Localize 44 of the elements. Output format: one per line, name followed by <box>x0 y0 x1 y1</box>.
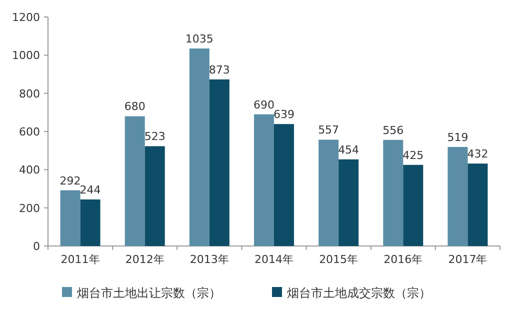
y-tick-label: 800 <box>19 87 40 100</box>
data-label: 244 <box>80 183 101 196</box>
data-label: 639 <box>274 108 294 122</box>
bar <box>80 199 100 246</box>
data-label: 432 <box>467 148 488 161</box>
data-label: 454 <box>338 143 360 156</box>
bar <box>209 79 230 246</box>
data-label: 556 <box>382 124 404 137</box>
x-tick-label: 2017年 <box>448 253 488 266</box>
y-tick-label: 0 <box>33 240 40 253</box>
x-tick-label: 2014年 <box>254 253 294 266</box>
x-tick-label: 2015年 <box>319 253 358 266</box>
data-label: 519 <box>447 130 468 144</box>
bar <box>144 146 165 246</box>
data-label: 523 <box>144 130 166 144</box>
bar <box>189 48 210 246</box>
bar <box>468 164 488 246</box>
x-tick-label: 2013年 <box>190 253 229 266</box>
bar <box>383 140 404 246</box>
x-tick-label: 2016年 <box>384 253 423 266</box>
bar <box>60 190 80 246</box>
data-label: 1035 <box>185 32 214 46</box>
y-tick-label: 1200 <box>12 11 40 24</box>
bar <box>338 159 359 246</box>
y-tick-label: 200 <box>19 202 40 215</box>
x-tick-label: 2011年 <box>60 253 100 266</box>
data-label: 425 <box>402 148 424 162</box>
y-tick-label: 1000 <box>12 49 40 62</box>
data-label: 690 <box>254 98 274 112</box>
bar <box>403 164 424 246</box>
data-label: 557 <box>318 124 340 137</box>
bar <box>448 146 468 246</box>
y-tick-label: 600 <box>19 126 40 138</box>
x-tick-label: 2012年 <box>125 253 164 266</box>
bar <box>274 124 294 246</box>
legend-label: 烟台市土地出让宗数（宗） <box>77 286 221 300</box>
data-label: 292 <box>60 174 81 188</box>
bar <box>254 114 274 246</box>
bar <box>318 140 339 246</box>
bar <box>124 116 145 246</box>
data-label: 680 <box>124 100 146 114</box>
data-label: 873 <box>208 63 230 76</box>
legend-label: 烟台市土地成交宗数（宗） <box>287 286 431 300</box>
y-tick-label: 400 <box>19 164 40 177</box>
